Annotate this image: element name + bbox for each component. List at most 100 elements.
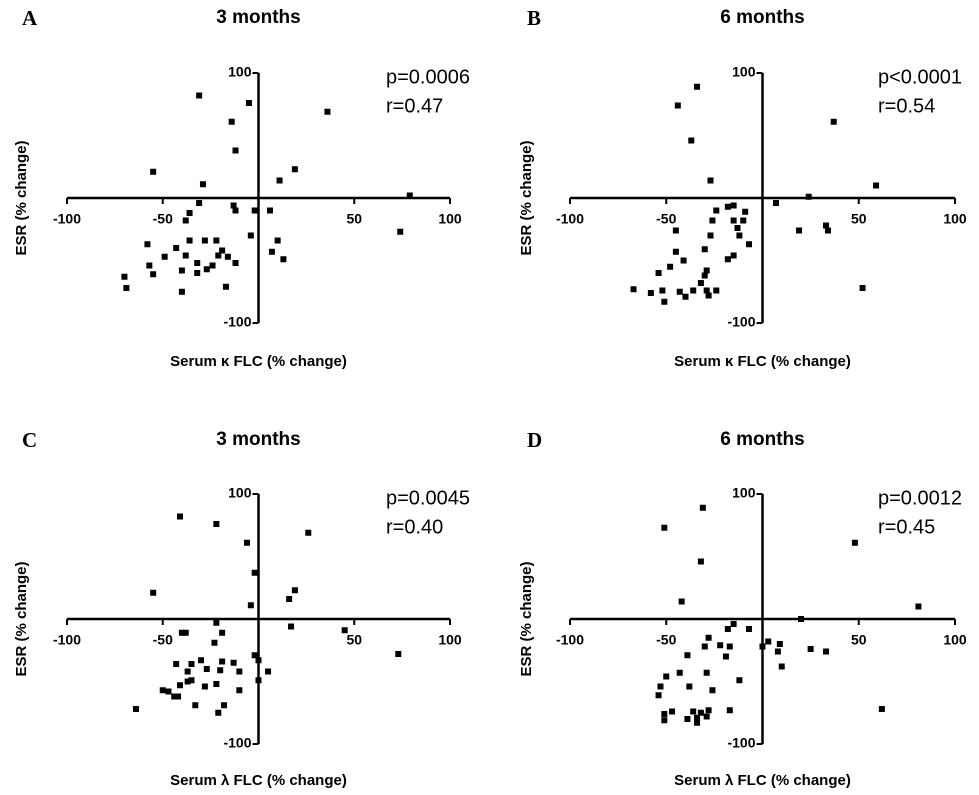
- point: [161, 253, 168, 260]
- point: [707, 232, 714, 239]
- point: [232, 207, 239, 214]
- point: [395, 651, 402, 657]
- point: [228, 118, 235, 125]
- point: [705, 707, 712, 714]
- point: [178, 288, 185, 295]
- point: [676, 669, 683, 676]
- point: [678, 598, 685, 605]
- point: [121, 273, 128, 280]
- point: [661, 711, 668, 717]
- point: [724, 203, 731, 210]
- point: [213, 521, 220, 527]
- y-tick-label: -100: [727, 735, 755, 751]
- point: [150, 168, 157, 175]
- point: [217, 667, 224, 674]
- point: [684, 716, 691, 722]
- point: [201, 237, 208, 244]
- point: [265, 668, 272, 675]
- point: [824, 227, 831, 234]
- point: [707, 177, 714, 184]
- panel: A 3 months ESR (% change) Serum κ FLC (% ch…: [13, 6, 470, 370]
- point: [655, 692, 662, 699]
- point: [672, 227, 679, 234]
- x-tick-label: 100: [943, 211, 967, 227]
- point: [823, 648, 830, 655]
- point: [184, 668, 191, 675]
- point: [726, 707, 733, 714]
- point: [672, 248, 679, 255]
- annotation: r=0.45: [878, 516, 935, 538]
- point: [232, 260, 239, 266]
- point: [194, 270, 201, 276]
- point: [805, 193, 812, 200]
- panel-letter: C: [22, 428, 37, 452]
- point: [915, 603, 922, 610]
- point: [213, 237, 220, 244]
- point: [251, 652, 258, 659]
- point: [280, 256, 287, 263]
- point: [724, 256, 731, 263]
- point: [186, 210, 193, 216]
- point: [765, 638, 772, 645]
- point: [776, 641, 783, 647]
- point: [274, 237, 281, 244]
- point: [717, 642, 724, 649]
- y-tick-label: 100: [228, 64, 252, 80]
- point: [873, 182, 880, 189]
- point: [150, 589, 157, 596]
- x-tick-label: -50: [656, 632, 676, 648]
- point: [221, 702, 228, 709]
- point: [211, 639, 218, 646]
- point: [697, 558, 704, 565]
- point: [730, 252, 737, 259]
- point: [188, 677, 195, 684]
- point: [682, 293, 689, 300]
- point: [703, 267, 710, 274]
- panel-letter: A: [22, 6, 38, 30]
- point: [196, 92, 203, 99]
- x-axis-label: Serum λ FLC (% change): [170, 772, 347, 789]
- point: [878, 706, 885, 712]
- point: [198, 657, 205, 664]
- panel: D 6 months ESR (% change) Serum λ FLC (% ch…: [518, 428, 967, 789]
- point: [694, 714, 701, 721]
- point: [245, 100, 252, 106]
- point: [746, 241, 753, 248]
- panel-letter: B: [527, 6, 541, 30]
- panel: B 6 months ESR (% change) Serum κ FLC (% ch…: [518, 6, 967, 370]
- point: [244, 539, 251, 546]
- x-tick-label: 50: [851, 632, 867, 648]
- annotation: p=0.0012: [878, 487, 962, 509]
- annotation: p=0.0045: [386, 487, 470, 509]
- point: [823, 222, 830, 229]
- point: [123, 285, 130, 291]
- panel: C 3 months ESR (% change) Serum λ FLC (% ch…: [13, 428, 470, 789]
- point: [276, 177, 283, 184]
- point: [667, 263, 674, 270]
- x-tick-label: 50: [346, 632, 362, 648]
- annotation: r=0.40: [386, 516, 443, 538]
- annotation: p=0.0006: [386, 66, 470, 88]
- point: [684, 652, 691, 659]
- point: [694, 719, 701, 726]
- point: [730, 202, 737, 209]
- point: [150, 271, 157, 278]
- point: [286, 596, 293, 602]
- point: [701, 246, 708, 253]
- point: [176, 682, 183, 689]
- x-tick-label: 100: [438, 211, 462, 227]
- point: [851, 539, 858, 546]
- point: [746, 626, 753, 632]
- point: [697, 280, 704, 286]
- point: [406, 192, 413, 199]
- point: [730, 621, 737, 627]
- point: [730, 217, 737, 224]
- point: [146, 262, 153, 269]
- point: [251, 207, 258, 214]
- point: [688, 137, 695, 144]
- annotation: r=0.47: [386, 95, 443, 117]
- point: [230, 202, 237, 209]
- point: [772, 200, 779, 206]
- point: [203, 666, 210, 672]
